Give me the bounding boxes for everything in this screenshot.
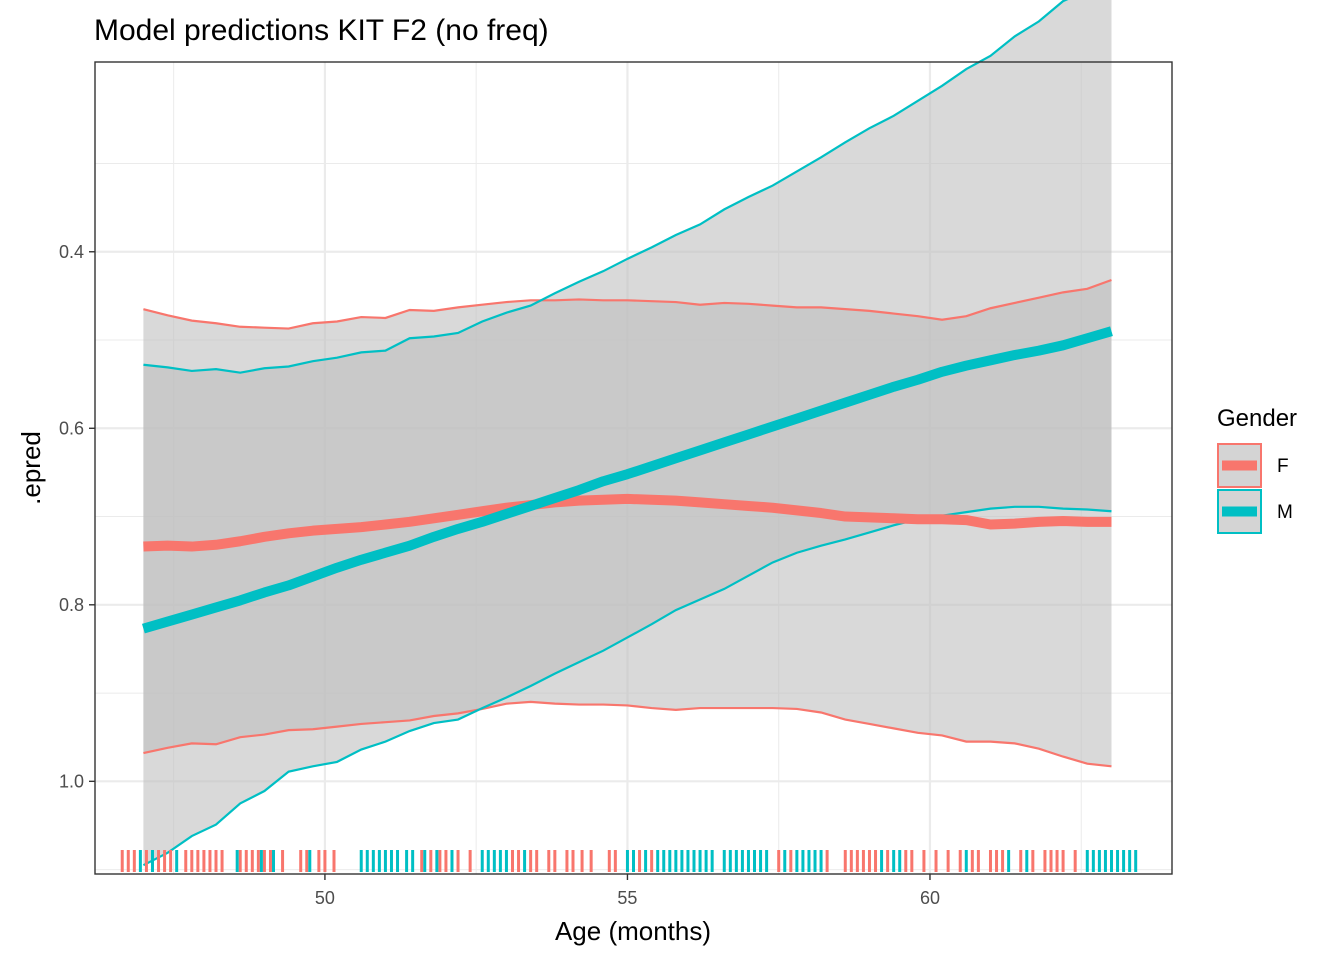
y-tick-label: 0.8: [59, 595, 84, 615]
chart-title: Model predictions KIT F2 (no freq): [94, 14, 549, 47]
ribbon-M: [143, 0, 1112, 866]
legend-title: Gender: [1217, 405, 1297, 432]
legend-label-M: M: [1277, 502, 1293, 523]
series-line-M: [142, 326, 1113, 634]
x-axis-title: Age (months): [555, 916, 711, 946]
legend: Gender F M: [1217, 405, 1297, 534]
y-tick-label: 1.0: [59, 771, 84, 791]
x-axis: 50 55 60: [315, 874, 940, 908]
y-tick-label: 0.4: [59, 242, 84, 262]
interval-line-M-lower: [143, 0, 1069, 374]
plot-panel: [94, 0, 1173, 875]
series-line-F: [143, 493, 1112, 552]
x-tick-label: 50: [315, 888, 335, 908]
y-tick-label: 0.6: [59, 418, 84, 438]
interval-line-F-upper: [143, 700, 1112, 768]
y-axis: 0.4 0.6 0.8 1.0: [59, 242, 95, 791]
y-axis-title: .epred: [16, 431, 46, 505]
legend-label-F: F: [1277, 456, 1289, 477]
interval-line-F-lower: [143, 278, 1112, 330]
x-tick-label: 55: [617, 888, 637, 908]
x-tick-label: 60: [920, 888, 940, 908]
panel-border: [94, 61, 1173, 875]
